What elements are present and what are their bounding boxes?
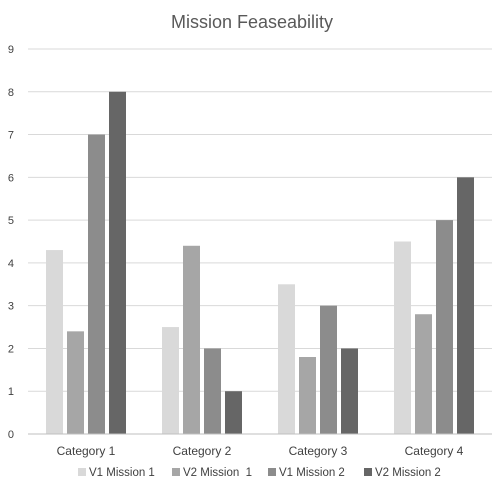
bar-3-2 <box>204 348 221 434</box>
bar-1-2 <box>162 327 179 434</box>
bar-4-2 <box>225 391 242 434</box>
y-tick-label: 5 <box>8 215 14 227</box>
bar-3-1 <box>88 134 105 435</box>
bar-2-3 <box>299 357 316 434</box>
category-label: Category 3 <box>289 444 348 458</box>
y-tick-label: 4 <box>8 258 14 270</box>
y-tick-label: 1 <box>8 386 14 398</box>
legend-label: V2 Mission 2 <box>375 467 441 479</box>
y-tick-label: 8 <box>8 87 14 99</box>
legend-label: V1 Mission 1 <box>89 467 155 479</box>
legend-swatch <box>78 468 86 476</box>
y-tick-label: 9 <box>8 44 14 56</box>
y-axis-ticks: 0 1 2 3 4 5 6 7 8 9 <box>8 44 14 441</box>
category-label: Category 2 <box>173 444 232 458</box>
y-tick-label: 6 <box>8 172 14 184</box>
legend-label: V1 Mission 2 <box>279 467 345 479</box>
bar-3-3 <box>320 305 337 434</box>
x-axis-categories: Category 1 Category 2 Category 3 Category 4 <box>57 444 464 458</box>
bar-2-4 <box>415 314 432 434</box>
category-label: Category 1 <box>57 444 116 458</box>
y-tick-label: 7 <box>8 130 14 142</box>
y-tick-label: 0 <box>8 429 14 441</box>
category-label: Category 4 <box>405 444 464 458</box>
bar-2-2 <box>183 245 200 434</box>
bar-4-4 <box>457 177 474 435</box>
y-tick-label: 2 <box>8 343 14 355</box>
y-tick-label: 3 <box>8 301 14 313</box>
bar-1-4 <box>394 241 411 434</box>
legend-swatch <box>268 468 276 476</box>
bar-4-1 <box>109 91 126 435</box>
bar-1-3 <box>278 284 295 434</box>
legend: V1 Mission 1 V2 Mission 1 V1 Mission 2 V2 M… <box>78 467 441 479</box>
legend-swatch <box>172 468 180 476</box>
bars <box>46 91 474 435</box>
bar-4-3 <box>341 348 358 434</box>
legend-swatch <box>364 468 372 476</box>
gridlines <box>28 48 492 392</box>
bar-2-1 <box>67 331 84 434</box>
legend-label: V2 Mission 1 <box>183 467 252 479</box>
chart-title: Mission Feaseability <box>171 12 333 32</box>
bar-1-1 <box>46 250 63 434</box>
bar-3-4 <box>436 220 453 434</box>
